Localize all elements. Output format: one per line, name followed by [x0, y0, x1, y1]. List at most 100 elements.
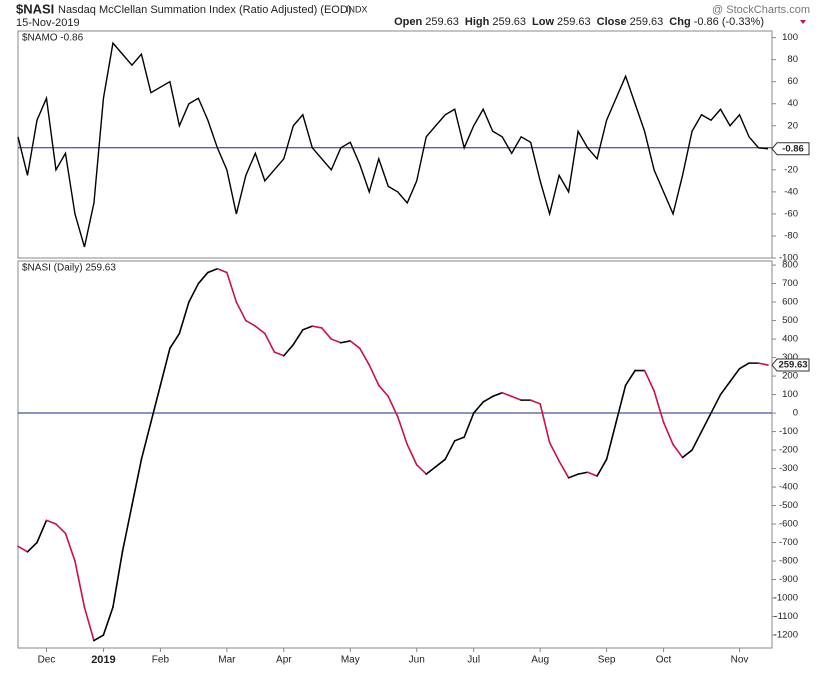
quote-value: 259.63	[630, 16, 664, 28]
nasi-segment	[311, 325, 323, 329]
namo-line	[17, 41, 769, 248]
nasi-segment	[339, 340, 352, 344]
nasi-segment	[482, 395, 494, 403]
y-tick-label: -300	[779, 463, 798, 474]
y-tick-label: 500	[782, 315, 798, 326]
nasi-segment	[396, 415, 409, 446]
y-tick-label: 100	[782, 32, 798, 43]
nasi-segment	[757, 362, 769, 366]
nasi-segment	[45, 519, 57, 525]
nasi-segment	[558, 460, 570, 479]
nasi-segment	[377, 384, 390, 398]
y-tick-label: -200	[779, 445, 798, 456]
x-tick-label: Mar	[218, 655, 236, 666]
nasi-segment	[567, 473, 579, 479]
nasi-segment	[672, 443, 684, 459]
nasi-segment	[719, 380, 731, 396]
nasi-segment	[150, 384, 162, 424]
y-tick-label: 300	[782, 352, 798, 363]
x-tick-label: 2019	[91, 654, 115, 666]
x-tick-label: Feb	[152, 655, 170, 666]
nasi-segment	[330, 338, 342, 344]
nasi-segment	[74, 560, 86, 609]
y-tick-label: -900	[779, 574, 798, 585]
nasi-segment	[131, 458, 143, 507]
nasi-segment	[273, 351, 285, 357]
quote-value: 259.63	[492, 16, 526, 28]
quote-label: Open	[394, 16, 422, 28]
last-value-label: 259.63	[778, 360, 807, 371]
nasi-segment	[491, 391, 503, 398]
y-tick-label: 80	[787, 54, 798, 65]
nasi-segment	[349, 340, 361, 350]
x-tick-label: Jul	[467, 655, 480, 666]
y-tick-label: 0	[793, 408, 798, 419]
nasi-segment	[159, 347, 171, 387]
nasi-segment	[387, 395, 399, 418]
y-tick-label: 400	[782, 334, 798, 345]
nasi-segment	[444, 440, 456, 461]
nasi-segment	[681, 449, 693, 459]
nasi-segment	[302, 325, 314, 331]
legend: $NAMO -0.86	[22, 33, 84, 44]
panel-frame	[17, 260, 773, 649]
x-tick-label: Apr	[276, 655, 292, 666]
nasi-segment	[169, 332, 181, 350]
y-tick-label: -20	[784, 164, 798, 175]
nasi-segment	[415, 464, 428, 475]
nasi-segment	[17, 545, 29, 553]
nasi-segment	[586, 471, 598, 477]
panel-frame	[17, 30, 773, 259]
y-tick-label: 800	[782, 260, 798, 271]
y-tick-label: -1000	[774, 593, 798, 604]
quote-value: 259.63	[425, 16, 459, 28]
nasi-segment	[64, 532, 76, 562]
nasi-segment	[235, 301, 247, 322]
index-name: Nasdaq McClellan Summation Index (Ratio …	[58, 4, 351, 16]
down-arrow	[800, 20, 806, 24]
nasi-segment	[226, 271, 238, 303]
nasi-segment	[615, 384, 627, 424]
nasi-segment	[472, 401, 484, 414]
nasi-segment	[710, 393, 722, 414]
nasi-segment	[406, 443, 418, 466]
nasi-segment	[577, 471, 589, 475]
x-tick-label: May	[341, 655, 360, 666]
nasi-segment	[112, 551, 124, 609]
nasi-segment	[548, 441, 560, 462]
quote-label: High	[465, 16, 490, 28]
nasi-segment	[539, 403, 551, 444]
nasi-segment	[55, 523, 67, 535]
last-value-tag	[771, 142, 810, 156]
x-tick-label: Dec	[38, 655, 56, 666]
x-tick-label: Jun	[409, 655, 425, 666]
y-tick-label: 20	[787, 120, 798, 131]
y-tick-label: 100	[782, 389, 798, 400]
nasi-segment	[93, 634, 105, 642]
y-tick-label: -1100	[774, 611, 798, 622]
quote-value: 259.63	[557, 16, 591, 28]
y-tick-label: -700	[779, 537, 798, 548]
source: @ StockCharts.com	[712, 4, 810, 16]
nasi-segment	[510, 395, 522, 401]
x-tick-label: Aug	[531, 655, 549, 666]
y-tick-label: -80	[784, 230, 798, 241]
last-value-label: -0.86	[782, 143, 804, 154]
nasi-segment	[700, 412, 712, 433]
nasi-segment	[121, 504, 133, 553]
y-tick-label: -400	[779, 482, 798, 493]
quote: Open 259.63 High 259.63 Low 259.63 Close 259.63…	[394, 16, 764, 28]
nasi-segment	[102, 606, 114, 636]
nasi-segment	[254, 325, 266, 335]
y-tick-label: -600	[779, 519, 798, 530]
y-tick-label: -100	[779, 253, 798, 264]
y-tick-label: -60	[784, 208, 798, 219]
nasi-segment	[26, 541, 38, 553]
y-tick-label: 200	[782, 371, 798, 382]
nasi-segment	[453, 436, 466, 442]
nasi-segment	[83, 606, 95, 642]
quote-label: Close	[597, 16, 627, 28]
nasi-segment	[264, 332, 276, 353]
quote-value: -0.86 (-0.33%)	[694, 16, 764, 28]
